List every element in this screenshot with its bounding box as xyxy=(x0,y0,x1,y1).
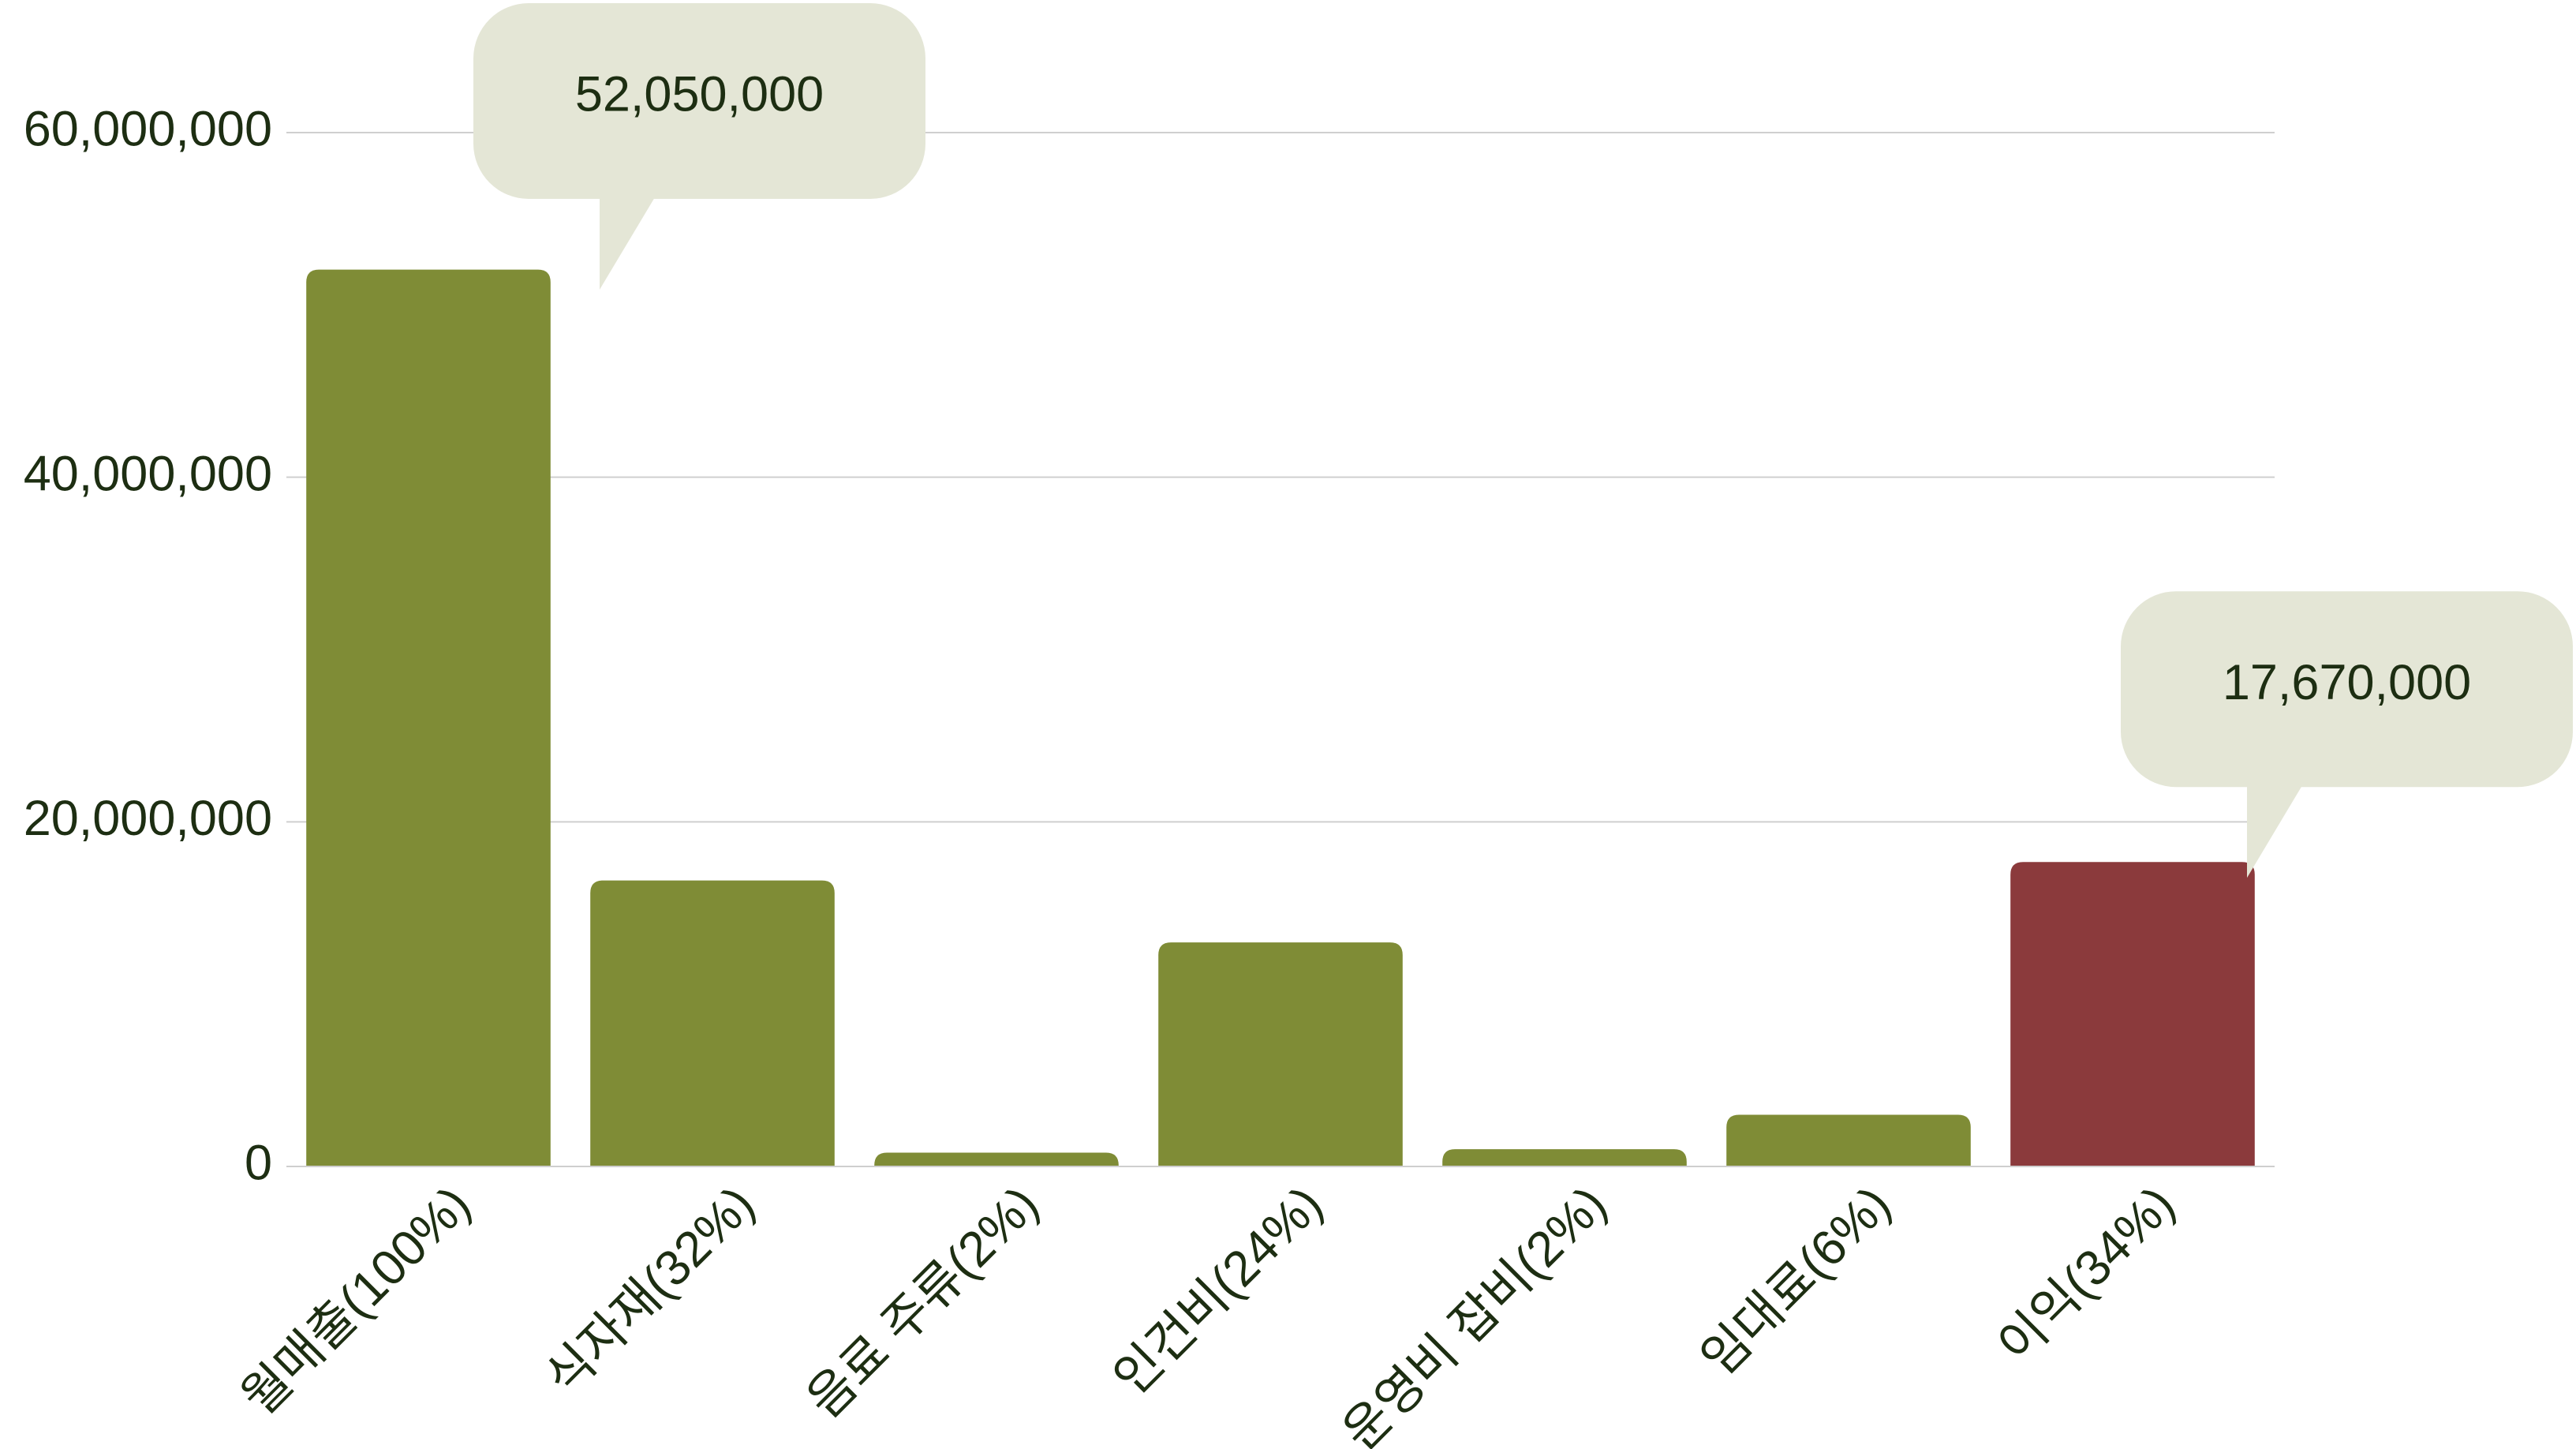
bar xyxy=(874,1152,1119,1166)
bar xyxy=(1158,942,1403,1166)
bar xyxy=(1442,1149,1687,1166)
x-tick-label: 운영비 잡비(2%) xyxy=(1333,1176,1617,1449)
y-tick-label: 60,000,000 xyxy=(24,102,272,157)
bar xyxy=(306,269,551,1167)
callout-tail xyxy=(2247,785,2302,878)
x-tick-label: 임대료(6%) xyxy=(1691,1176,1901,1387)
callout-tail xyxy=(600,197,655,290)
bar xyxy=(1726,1114,1971,1166)
callout-box xyxy=(2121,591,2573,788)
y-tick-label: 40,000,000 xyxy=(24,446,272,501)
bar xyxy=(590,880,835,1166)
x-tick-label: 이익(34%) xyxy=(1987,1176,2185,1373)
callout: 17,670,000 xyxy=(2121,591,2573,878)
value-label: 17,670,000 xyxy=(2223,655,2471,710)
x-tick-label: 식자재(32%) xyxy=(535,1176,765,1406)
x-tick-label: 음료 주류(2%) xyxy=(797,1176,1049,1428)
bar xyxy=(2010,862,2255,1166)
y-tick-label: 20,000,000 xyxy=(24,791,272,846)
x-tick-label: 인건비(24%) xyxy=(1103,1176,1333,1406)
callout: 52,050,000 xyxy=(473,3,925,290)
x-tick-label: 월매출(100%) xyxy=(232,1176,481,1425)
value-label: 52,050,000 xyxy=(575,67,824,122)
y-tick-label: 0 xyxy=(245,1136,272,1191)
callout-box xyxy=(473,3,925,199)
